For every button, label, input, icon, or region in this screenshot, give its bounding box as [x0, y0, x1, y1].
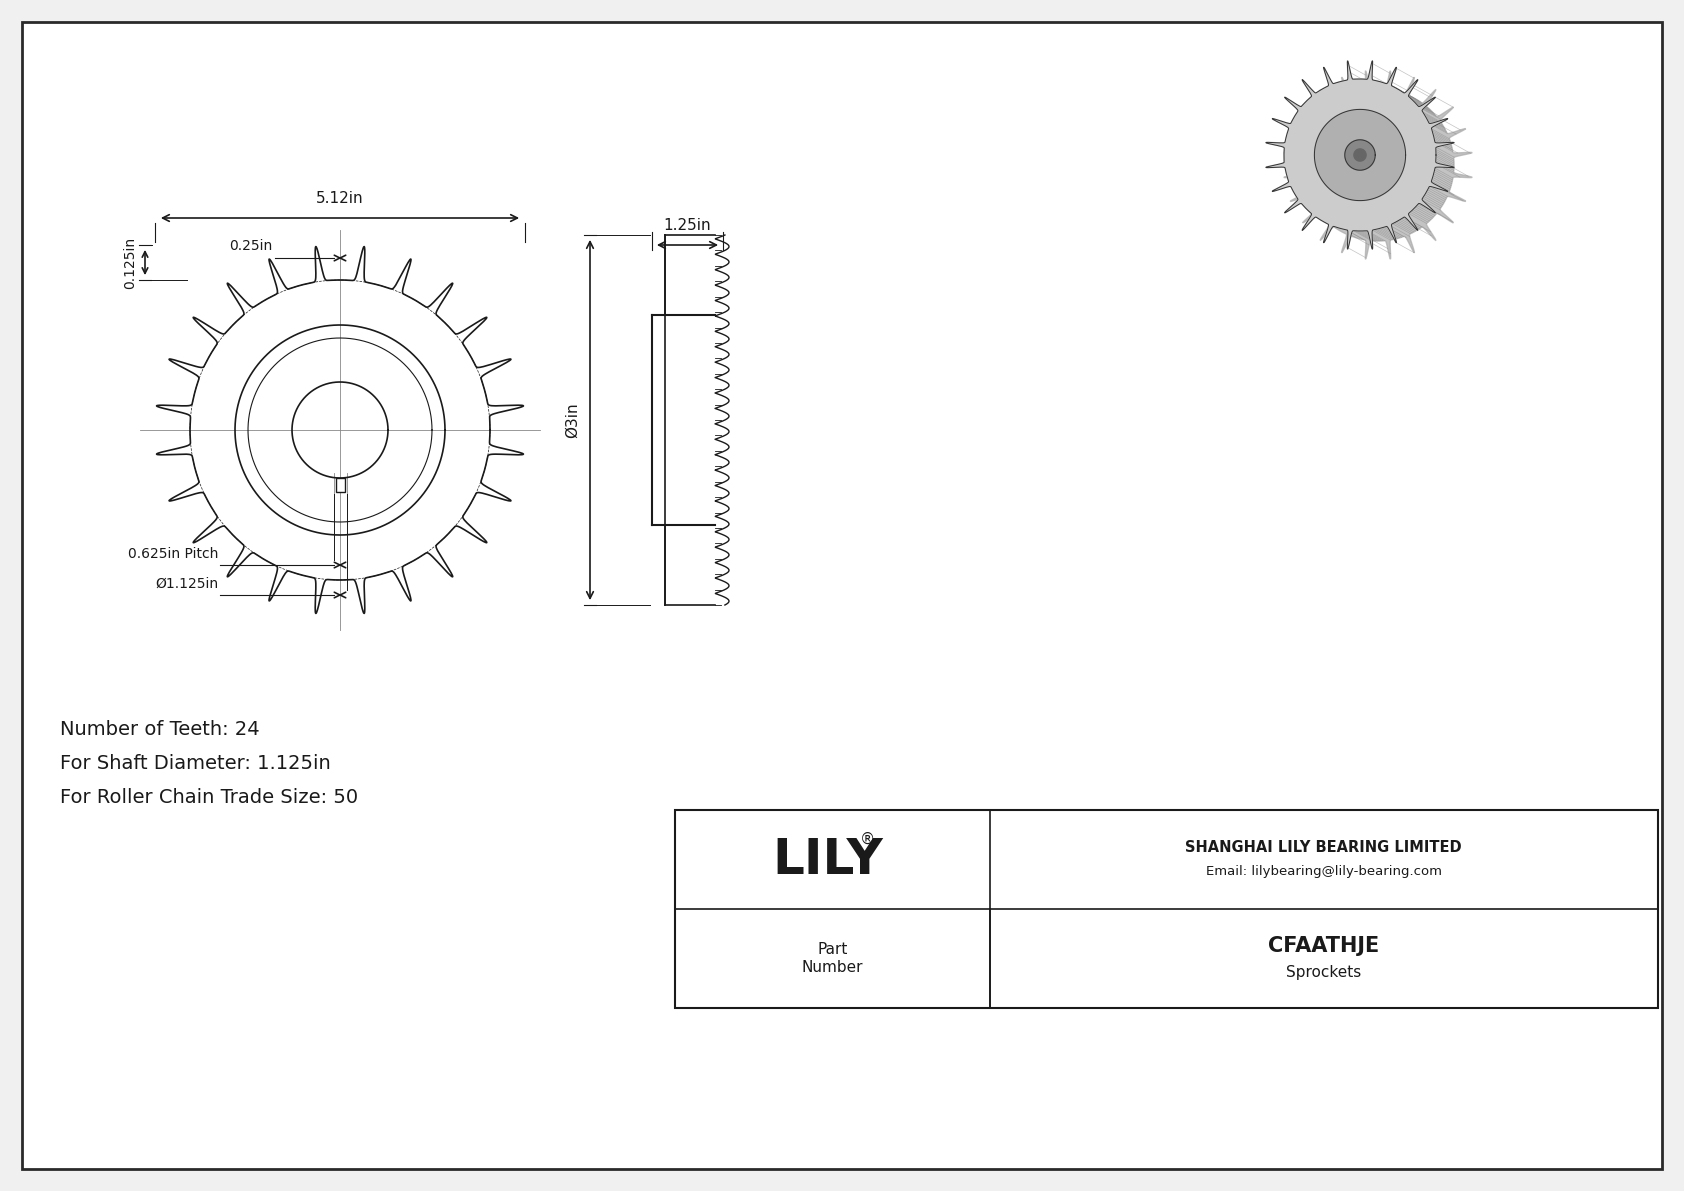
Text: Email: lilybearing@lily-bearing.com: Email: lilybearing@lily-bearing.com [1206, 865, 1442, 878]
Polygon shape [1315, 110, 1406, 200]
Text: For Shaft Diameter: 1.125in: For Shaft Diameter: 1.125in [61, 754, 330, 773]
Text: 1.25in: 1.25in [663, 218, 711, 233]
Text: 0.25in: 0.25in [229, 239, 273, 252]
Text: Ø3in: Ø3in [566, 403, 579, 438]
Text: Number of Teeth: 24: Number of Teeth: 24 [61, 721, 259, 738]
Text: Sprockets: Sprockets [1287, 965, 1361, 980]
Polygon shape [1346, 139, 1376, 170]
Text: Part
Number: Part Number [802, 942, 862, 974]
Text: 5.12in: 5.12in [317, 191, 364, 206]
Text: CFAATHJE: CFAATHJE [1268, 936, 1379, 956]
Text: For Roller Chain Trade Size: 50: For Roller Chain Trade Size: 50 [61, 788, 359, 807]
Polygon shape [1354, 149, 1366, 161]
Text: SHANGHAI LILY BEARING LIMITED: SHANGHAI LILY BEARING LIMITED [1186, 840, 1462, 855]
Text: Ø1.125in: Ø1.125in [155, 576, 217, 591]
Text: ®: ® [859, 833, 876, 847]
Text: 0.625in Pitch: 0.625in Pitch [128, 547, 217, 561]
Polygon shape [1266, 61, 1453, 249]
Text: 0.125in: 0.125in [123, 237, 136, 288]
Text: LILY: LILY [771, 836, 882, 884]
Polygon shape [1283, 70, 1472, 260]
Bar [335, 478, 345, 492]
Bar [675, 810, 1659, 1008]
